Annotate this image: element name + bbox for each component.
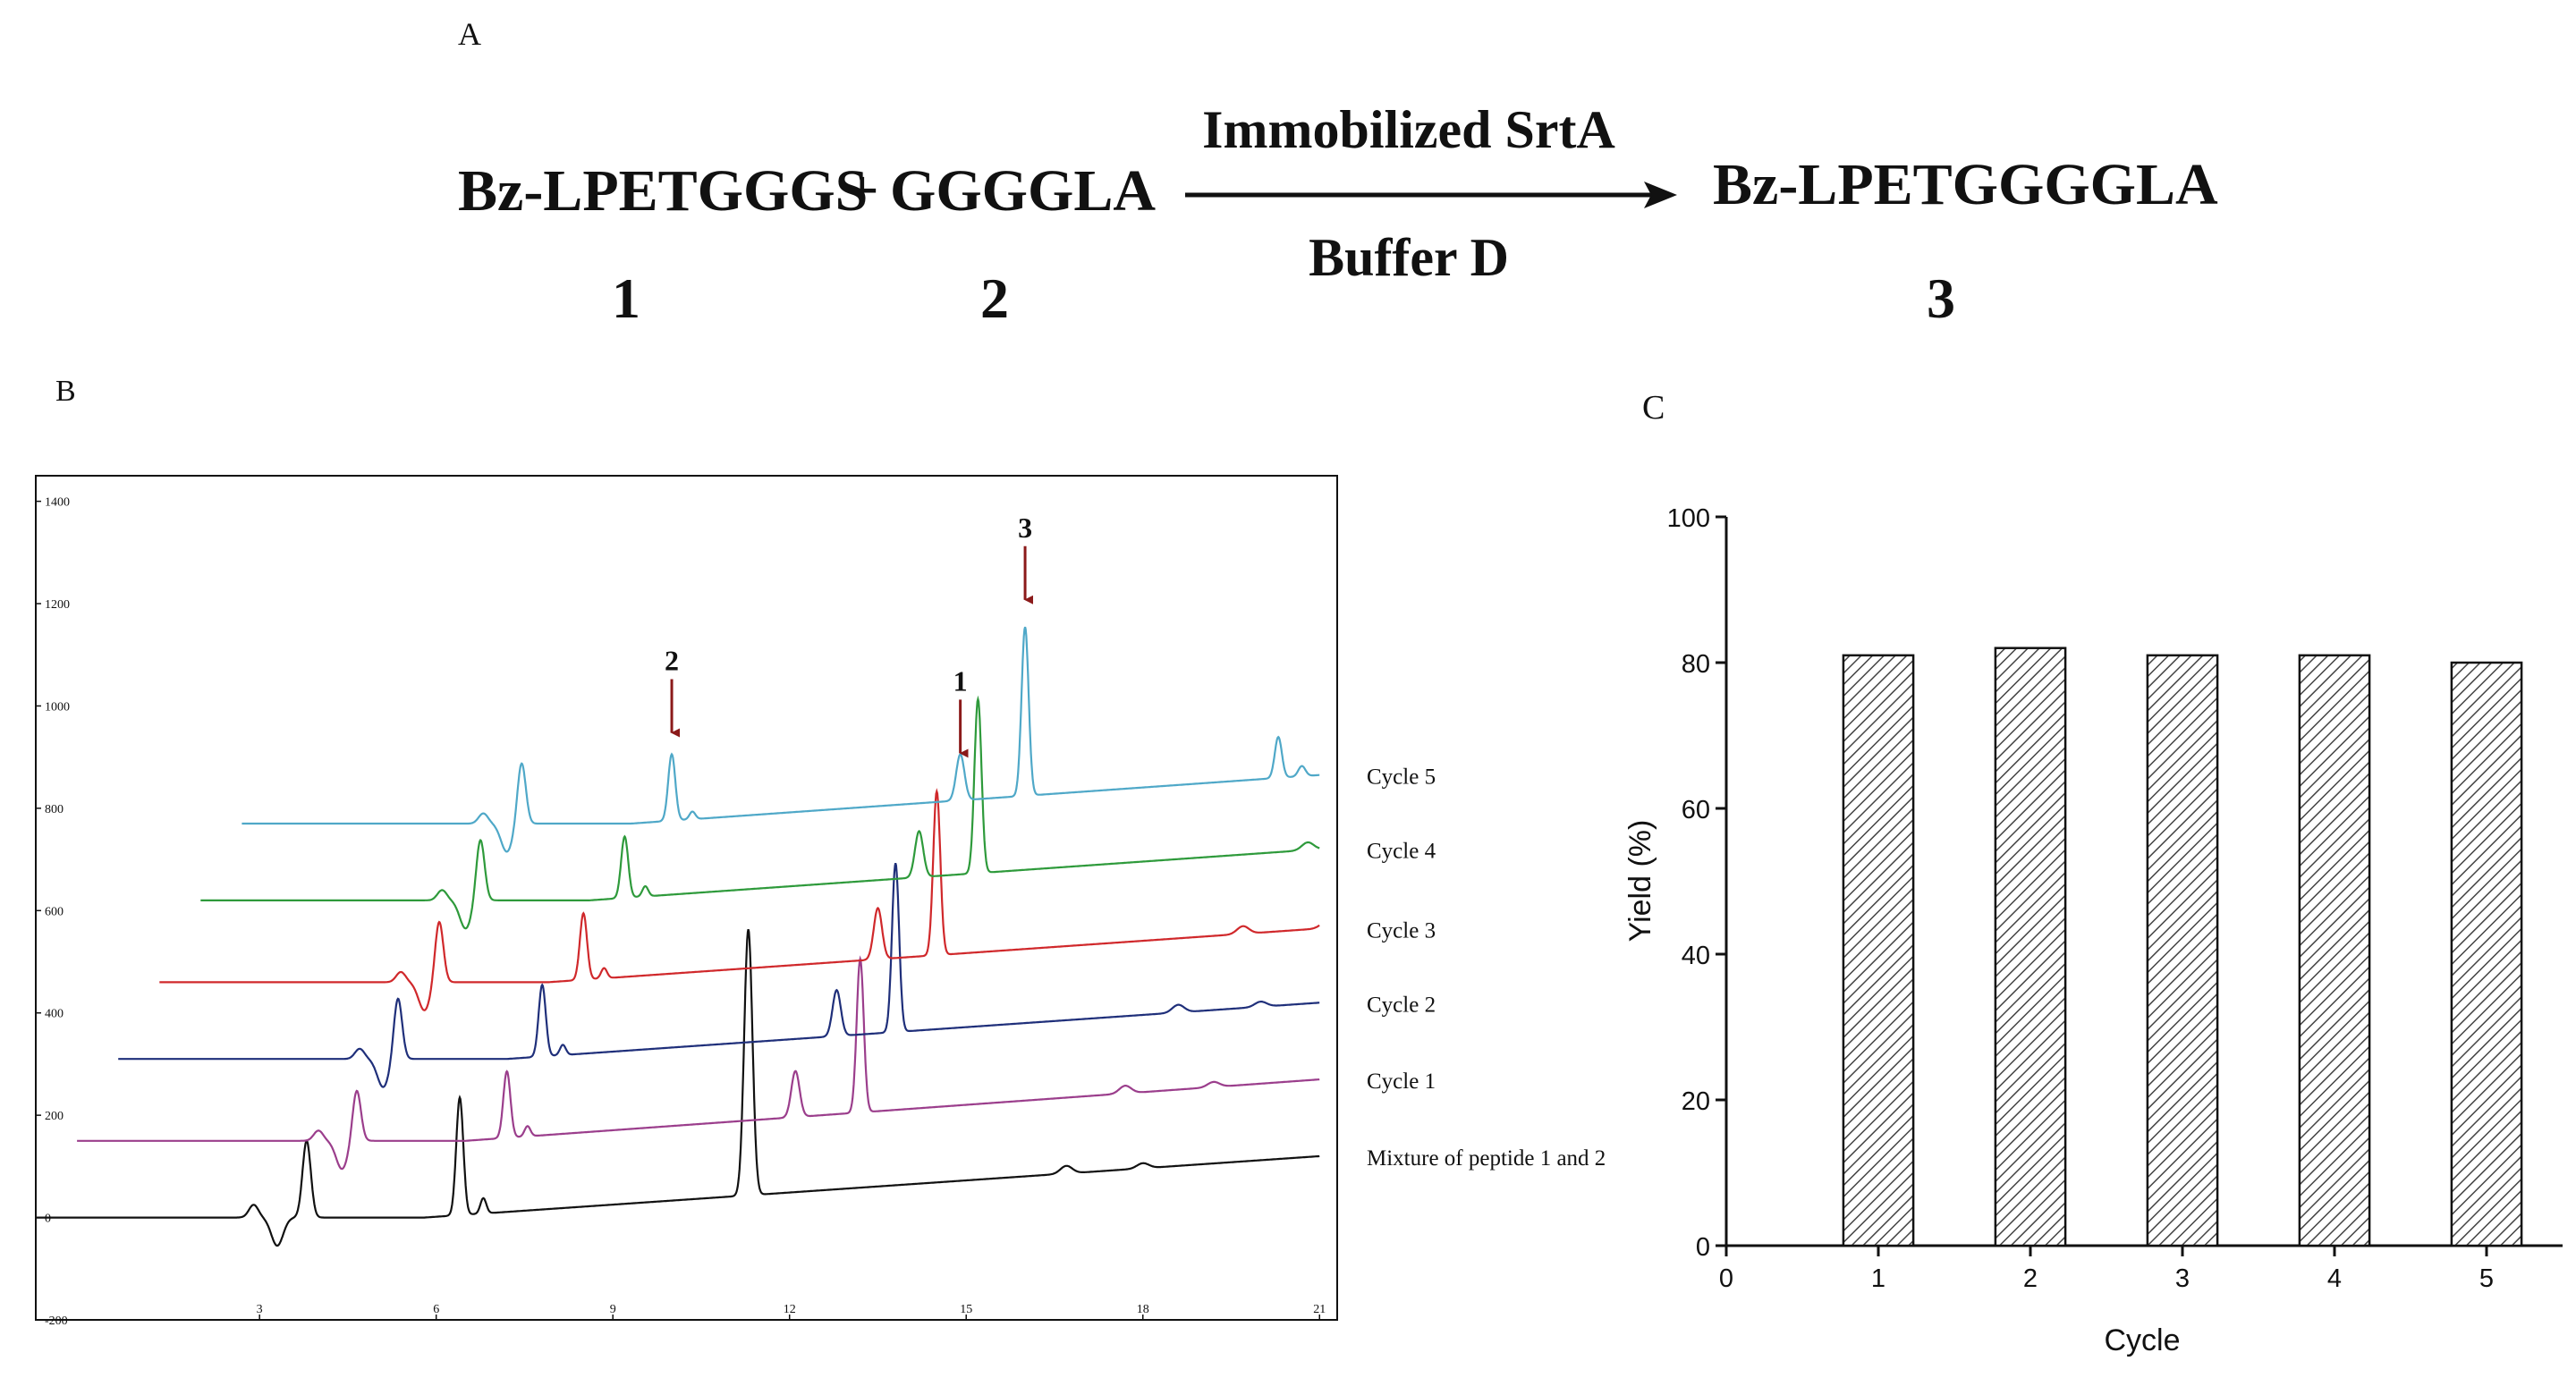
bar-cycle-2: [1994, 647, 2067, 1247]
chromatogram-x-tick-label-6: 21: [1313, 1303, 1326, 1316]
reaction-arrowhead: [1644, 182, 1677, 208]
chromatogram-y-tick-label-5: 400: [45, 1008, 64, 1021]
chromatogram-x-ticks: 3 6 9 12 15 18 21: [257, 1303, 1326, 1320]
arrow-bottom-label: Buffer D: [1309, 228, 1509, 287]
bar-x-tick-label-3: 3: [2175, 1264, 2190, 1293]
trace-cycle-3: [159, 788, 1320, 1011]
chromatogram-x-tick-label-0: 3: [257, 1303, 263, 1316]
bar-x-tick-label-1: 1: [1871, 1264, 1885, 1293]
bar-cycle-4: [2298, 654, 2371, 1247]
bar-y-tick-label-2: 40: [1682, 942, 1710, 970]
chromatogram-y-tick-label-4: 600: [45, 905, 64, 918]
legend-label-3: Cycle 3: [1367, 918, 1436, 943]
bar-y-tick-label-0: 0: [1696, 1233, 1710, 1262]
legend-label-5: Cycle 5: [1367, 765, 1436, 790]
chromatogram-x-tick-label-2: 9: [610, 1303, 616, 1316]
chromatogram-x-tick-label-4: 15: [960, 1303, 972, 1316]
trace-cycle-5: [242, 626, 1320, 853]
bar-x-tick-label-0: 0: [1719, 1264, 1733, 1293]
chromatogram-traces: [36, 626, 1320, 1247]
bar-x-tick-label-5: 5: [2479, 1264, 2494, 1293]
panel-a-label: A: [458, 16, 481, 52]
chromatogram-legend: Mixture of peptide 1 and 2 Cycle 1 Cycle 2…: [1367, 765, 1606, 1171]
bar-cycle-1: [1842, 654, 1915, 1247]
panel-b-label: B: [55, 375, 76, 408]
chromatogram-y-tick-label-8: -200: [45, 1315, 68, 1328]
bar-cycle-5: [2450, 661, 2523, 1247]
peak-label-3: 3: [1018, 511, 1032, 544]
chromatogram-y-tick-label-6: 200: [45, 1110, 64, 1123]
bar-y-tick-label-1: 20: [1682, 1087, 1710, 1116]
trace-cycle-1: [77, 955, 1320, 1171]
chromatogram-y-tick-label-3: 800: [45, 803, 64, 816]
peak-annotations: 2 1 3: [665, 511, 1034, 758]
chromatogram-frame: [35, 475, 1338, 1321]
legend-label-4: Cycle 4: [1367, 840, 1436, 864]
chromatogram-x-tick-label-5: 18: [1137, 1303, 1149, 1316]
compound-number-1: 1: [612, 266, 640, 330]
chromatogram-x-tick-label-3: 12: [784, 1303, 796, 1316]
chromatogram-x-tick-label-1: 6: [433, 1303, 439, 1316]
trace-cycle-4: [200, 695, 1320, 930]
panel-a: A Bz-LPETGGGS + GGGGLA Immobilized SrtA …: [458, 16, 2218, 330]
legend-label-0: Mixture of peptide 1 and 2: [1367, 1146, 1606, 1171]
bar-x-tick-label-4: 4: [2327, 1264, 2342, 1293]
chromatogram-y-tick-label-7: 0: [45, 1213, 51, 1226]
bar-cycle-3: [2146, 654, 2219, 1247]
bar-x-ticks: 0 1 2 3 4 5: [1719, 1246, 2494, 1293]
product: Bz-LPETGGGGLA: [1713, 152, 2218, 217]
peak-label-2: 2: [665, 645, 679, 677]
bar-x-tick-label-2: 2: [2023, 1264, 2038, 1293]
bar-y-ticks: 0 20 40 60 80 100: [1667, 504, 1726, 1262]
reactant-2: GGGGLA: [890, 158, 1156, 224]
reactant-1: Bz-LPETGGGS: [458, 158, 868, 224]
chromatogram-y-ticks: 1400 1200 1000 800 600 400 200 0 -200: [36, 496, 70, 1328]
panel-c-label: C: [1642, 389, 1665, 427]
arrow-top-label: Immobilized SrtA: [1202, 100, 1615, 159]
trace-mixture-of-peptide-1-and-2: [36, 928, 1320, 1247]
plus-sign: +: [845, 158, 879, 224]
bar-y-tick-label-5: 100: [1667, 504, 1710, 533]
bar-y-tick-label-4: 80: [1682, 650, 1710, 679]
legend-label-2: Cycle 2: [1367, 993, 1436, 1017]
chromatogram-y-tick-label-1: 1200: [45, 598, 70, 612]
panel-c: C 0 20 40 60 80 100 0 1 2 3 4 5 Cycle Yield (%): [1623, 389, 2563, 1357]
compound-number-2: 2: [980, 266, 1009, 330]
bar-y-axis-label: Yield (%): [1623, 820, 1657, 943]
peak-label-1: 1: [953, 664, 968, 697]
legend-label-1: Cycle 1: [1367, 1069, 1436, 1094]
trace-cycle-2: [118, 863, 1320, 1088]
bar-y-tick-label-3: 60: [1682, 796, 1710, 824]
bar-series: [1842, 647, 2523, 1247]
compound-number-3: 3: [1927, 266, 1955, 330]
chromatogram-y-tick-label-0: 1400: [45, 496, 70, 510]
bar-x-axis-label: Cycle: [2104, 1323, 2180, 1357]
chromatogram-y-tick-label-2: 1000: [45, 700, 70, 714]
